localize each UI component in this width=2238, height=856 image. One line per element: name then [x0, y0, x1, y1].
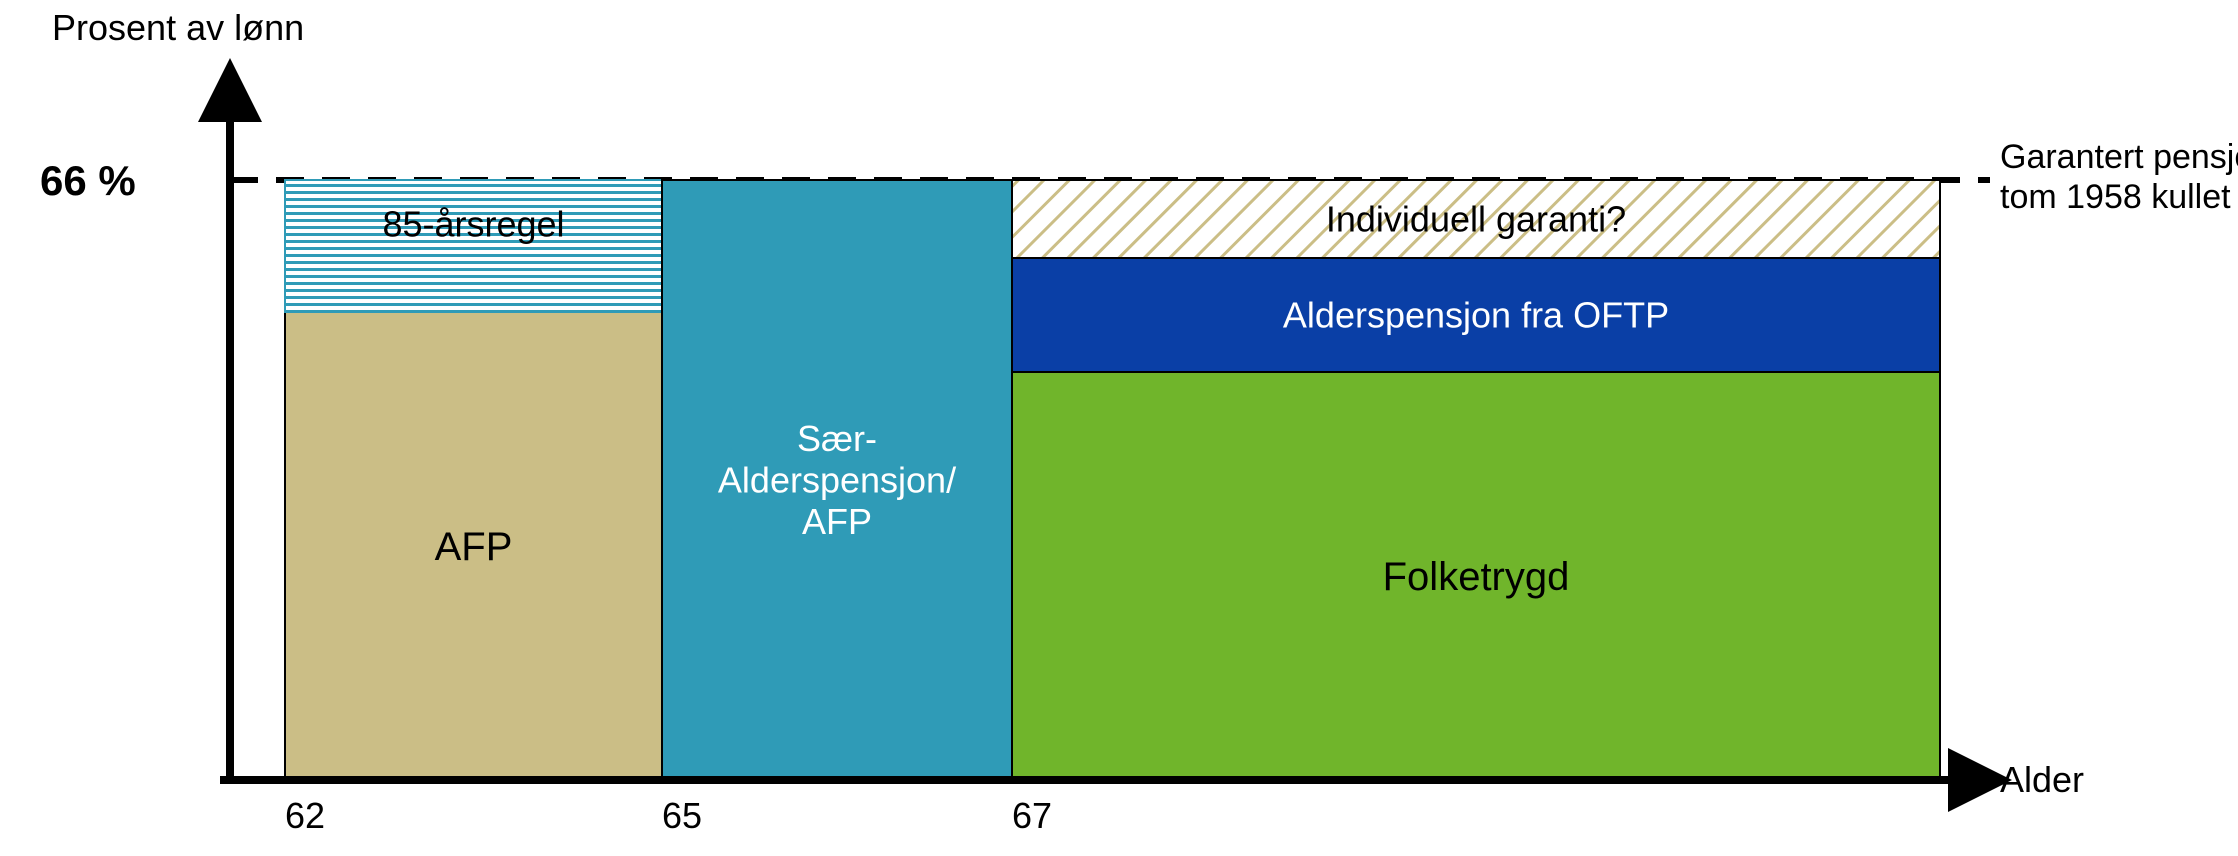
- reference-label-right-2: tom 1958 kullet: [2000, 178, 2231, 216]
- columns-group: AFP85-årsregelSær-Alderspensjon/AFPFolke…: [285, 180, 1940, 780]
- segment-label-afp-62-65: AFP: [435, 525, 513, 569]
- x-tick-67: 67: [1012, 795, 1052, 836]
- y-axis-title: Prosent av lønn: [52, 7, 304, 48]
- x-ticks: 62 65 67: [285, 795, 1052, 836]
- reference-label-left: 66 %: [40, 157, 136, 204]
- segment-label-folketrygd: Folketrygd: [1383, 555, 1570, 599]
- segment-label-individuell-garanti: Individuell garanti?: [1326, 199, 1626, 240]
- segment-85-aarsregel: [285, 180, 662, 312]
- chart-svg: Prosent av lønn 66 % Garantert pensjonsn…: [0, 0, 2238, 856]
- reference-label-right-1: Garantert pensjonsnivå: [2000, 138, 2238, 176]
- x-axis-title: Alder: [2000, 759, 2084, 800]
- segment-label-85-aarsregel: 85-årsregel: [382, 204, 564, 245]
- x-tick-62: 62: [285, 795, 325, 836]
- pension-chart: Prosent av lønn 66 % Garantert pensjonsn…: [0, 0, 2238, 856]
- segment-label-oftp: Alderspensjon fra OFTP: [1283, 295, 1669, 336]
- x-tick-65: 65: [662, 795, 702, 836]
